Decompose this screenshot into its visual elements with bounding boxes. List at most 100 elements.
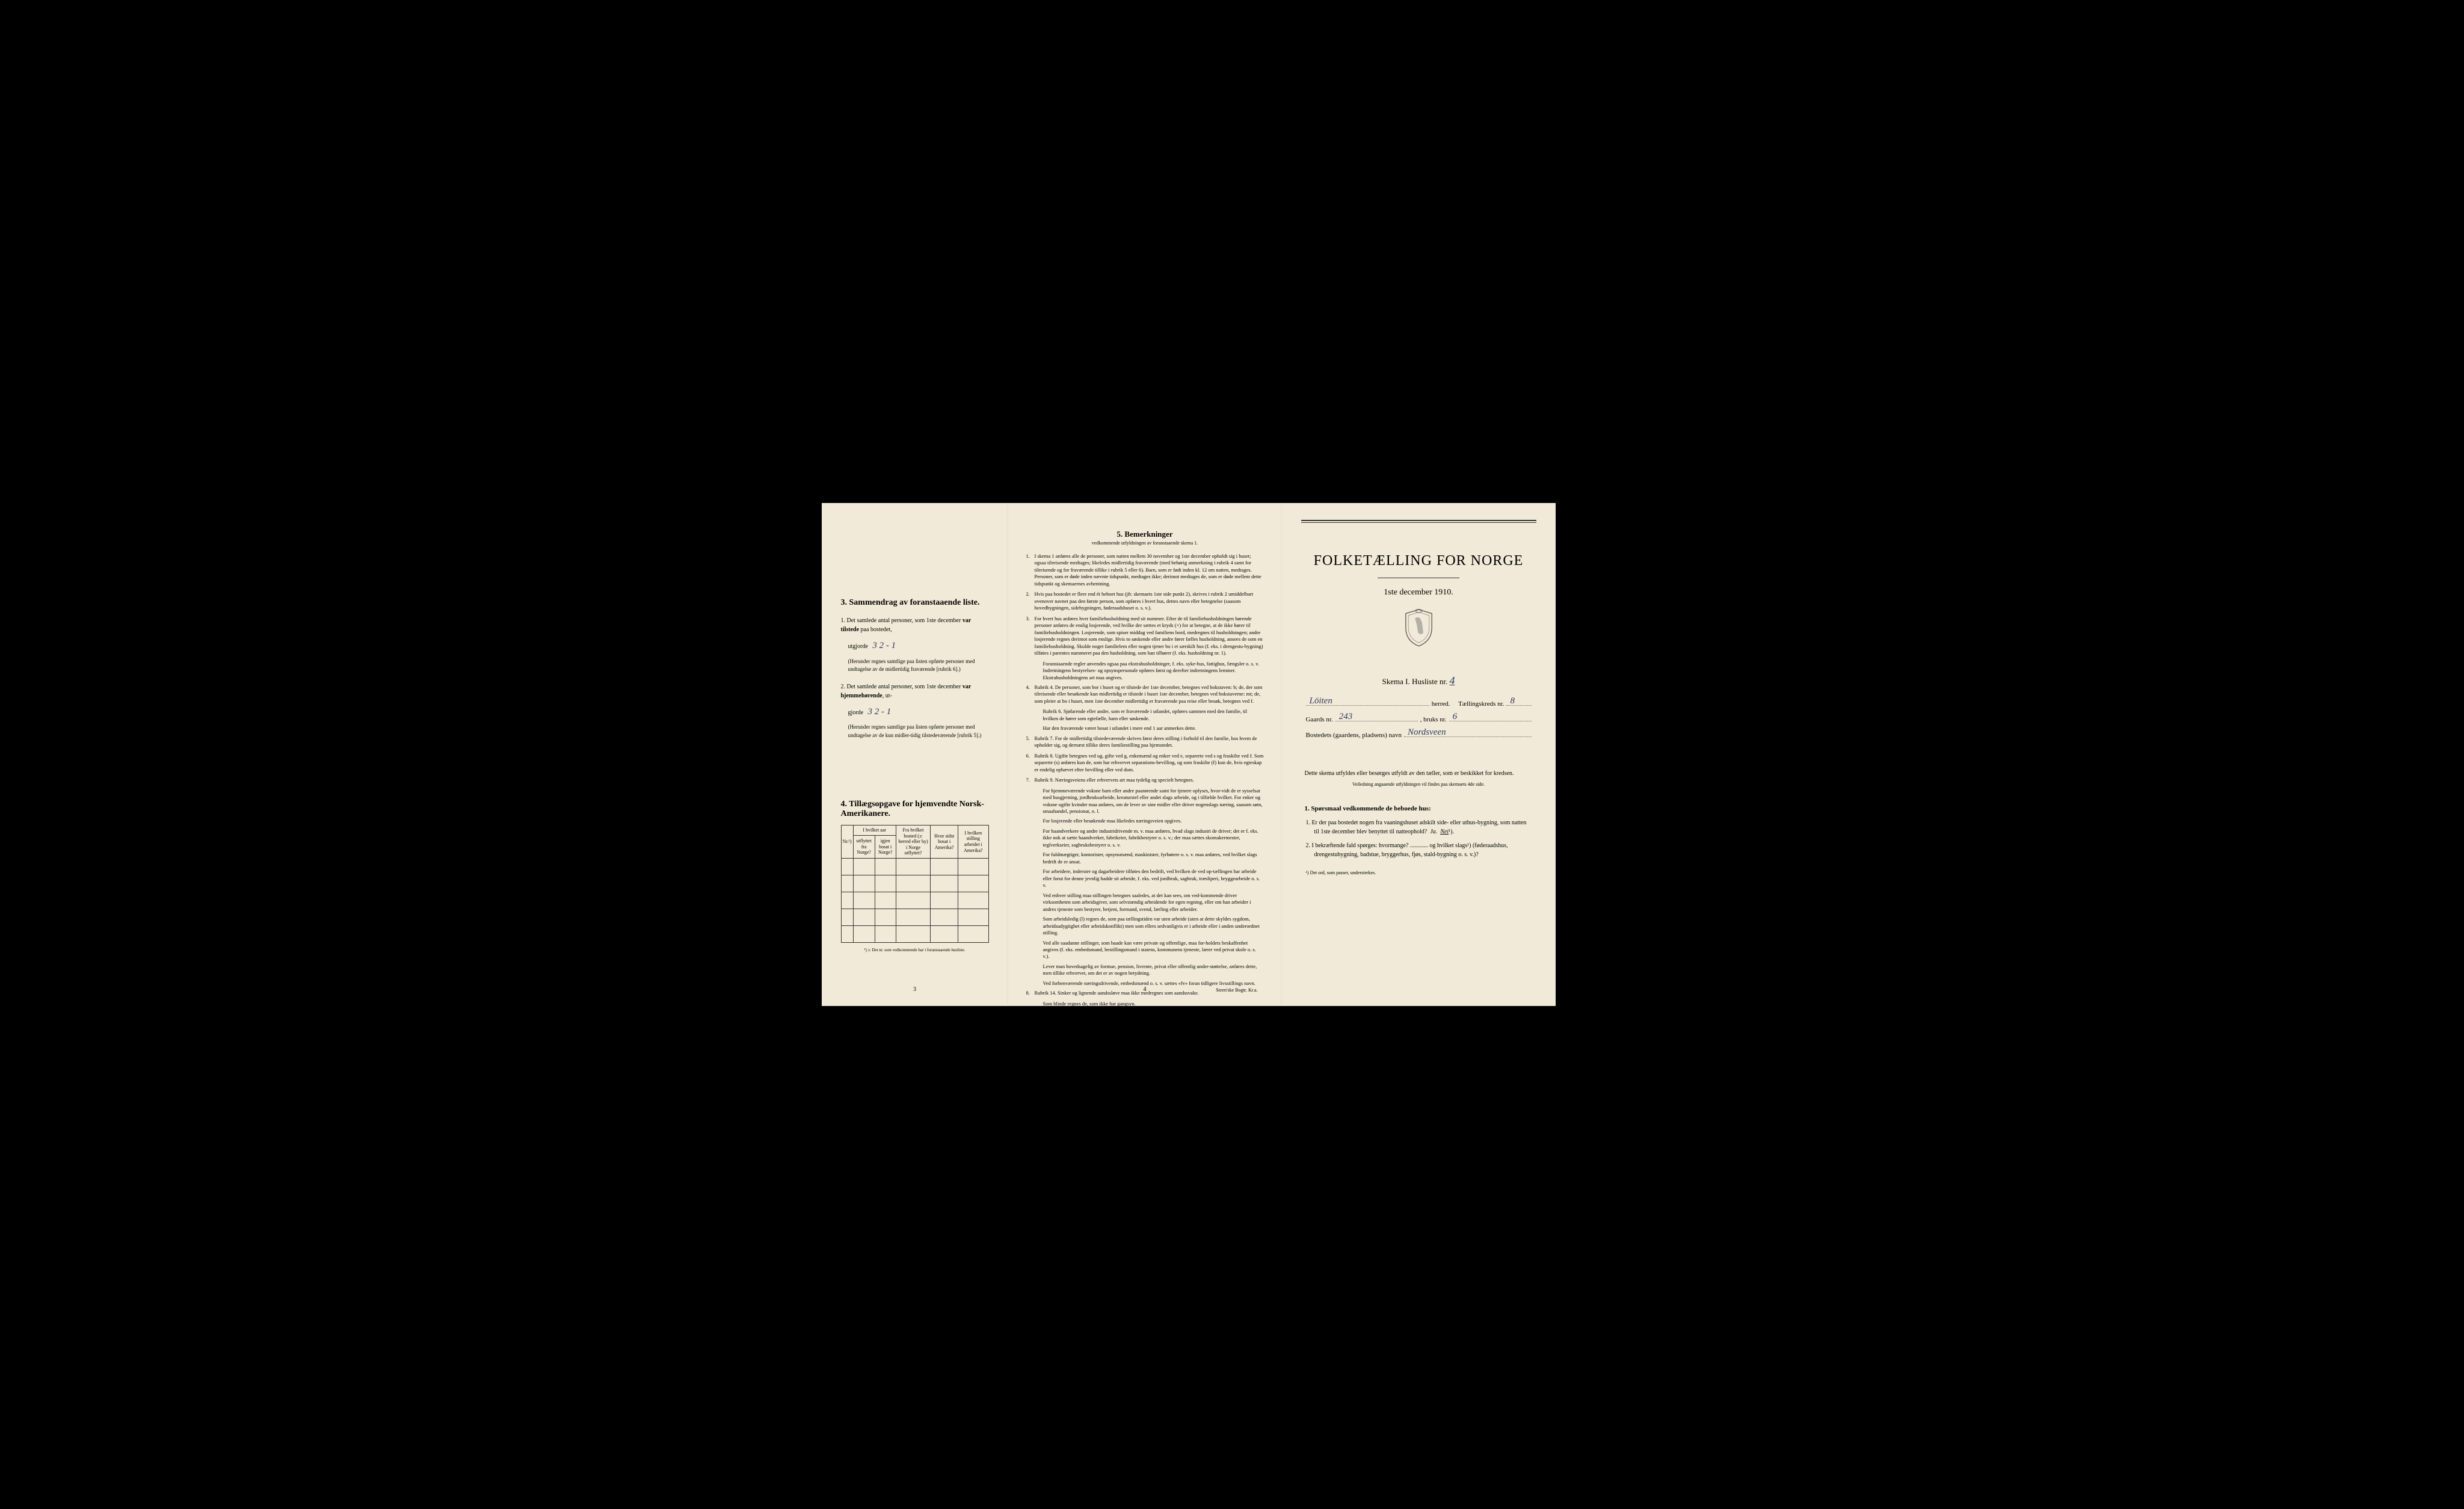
item1-line2: utgjorde 3 2 - 1 bbox=[848, 639, 989, 653]
remark-text: Rubrik 6. Sjøfarende eller andre, som er… bbox=[1043, 708, 1264, 722]
remark-num: 8. bbox=[1026, 990, 1035, 996]
item-1: 1. Det samlede antal personer, som 1ste … bbox=[841, 616, 989, 634]
remark-num: 7. bbox=[1026, 777, 1035, 783]
instruction-small: Veiledning angaaende utfyldningen vil fi… bbox=[1301, 782, 1536, 787]
remark-text: Ved forhenværende næringsdrivende, embed… bbox=[1043, 980, 1264, 987]
item2-pre: 2. Det samlede antal personer, som 1ste … bbox=[841, 684, 961, 690]
amerikanere-table: Nr.¹) I hvilket aar Fra hvilket bosted (… bbox=[841, 825, 989, 943]
q1-ja: Ja. bbox=[1430, 829, 1437, 835]
remark-item: 7.Rubrik 9. Næringsveiens eller erhverve… bbox=[1026, 777, 1264, 783]
fill-group: Löiten herred. Tællingskreds nr. 8 Gaard… bbox=[1301, 700, 1536, 739]
remark-item: For hjemmeværende voksne barn eller andr… bbox=[1035, 788, 1264, 815]
remark-text: Lever man hovedsagelig av formue, pensio… bbox=[1043, 963, 1264, 977]
document-spread: 3. Sammendrag av foranstaaende liste. 1.… bbox=[822, 503, 1643, 1006]
skema-line: Skema I. Husliste nr. 4 bbox=[1301, 674, 1536, 687]
section-4-heading: 4. Tillægsopgave for hjemvendte Norsk-Am… bbox=[841, 800, 989, 819]
item-2: 2. Det samlede antal personer, som 1ste … bbox=[841, 682, 989, 700]
bruks-label: , bruks nr. bbox=[1420, 716, 1447, 723]
remark-num bbox=[1035, 851, 1043, 865]
col-utflyttet: utflyttet fra Norge? bbox=[853, 836, 875, 859]
col-bosted: Fra hvilket bosted (ɔ: herred eller by) … bbox=[896, 825, 931, 859]
remark-item: Ved forhenværende næringsdrivende, embed… bbox=[1035, 980, 1264, 987]
remark-text: Rubrik 7. For de midlertidig tilstedevær… bbox=[1035, 735, 1264, 749]
top-rule bbox=[1301, 520, 1536, 521]
remark-num bbox=[1035, 725, 1043, 732]
bosted-line: Bostedets (gaardens, pladsens) navn Nord… bbox=[1306, 732, 1532, 739]
item2-post: , ut- bbox=[882, 693, 892, 699]
remark-item: Lever man hovedsagelig av formue, pensio… bbox=[1035, 963, 1264, 977]
remark-item: For arbeidere, inderster og dagarbeidere… bbox=[1035, 868, 1264, 889]
q1-sup: ¹). bbox=[1449, 829, 1454, 835]
remark-item: 2.Hvis paa bostedet er flere end ét bebo… bbox=[1026, 591, 1264, 611]
remark-text: For hjemmeværende voksne barn eller andr… bbox=[1043, 788, 1264, 815]
remark-item: Rubrik 6. Sjøfarende eller andre, som er… bbox=[1035, 708, 1264, 722]
remark-text: For haandverkere og andre industridriven… bbox=[1043, 828, 1264, 848]
col-stilling: I hvilken stilling arbeidet i Amerika? bbox=[958, 825, 988, 859]
remark-num bbox=[1035, 708, 1043, 722]
remark-item: For losjerende eller besøkende maa likel… bbox=[1035, 818, 1264, 824]
remark-num: 4. bbox=[1026, 684, 1035, 705]
remark-item: 3.For hvert hus anføres hver familiehush… bbox=[1026, 616, 1264, 657]
remark-num bbox=[1035, 868, 1043, 889]
remark-item: For haandverkere og andre industridriven… bbox=[1035, 828, 1264, 848]
skema-label: Skema I. Husliste nr. bbox=[1382, 677, 1448, 686]
gaards-line: Gaards nr. 243 , bruks nr. 6 bbox=[1306, 716, 1532, 723]
remark-item: Som arbeidsledig (l) regnes de, som paa … bbox=[1035, 916, 1264, 936]
kreds-label: Tællingskreds nr. bbox=[1458, 700, 1504, 708]
remark-num bbox=[1035, 980, 1043, 987]
section-3-heading: 3. Sammendrag av foranstaaende liste. bbox=[841, 598, 989, 608]
item1-note: (Herunder regnes samtlige paa listen opf… bbox=[848, 658, 989, 674]
table-row bbox=[841, 909, 988, 925]
kreds-value: 8 bbox=[1510, 696, 1515, 706]
item2-line2: gjorde 3 2 - 1 bbox=[848, 705, 989, 719]
page-left: 3. Sammendrag av foranstaaende liste. 1.… bbox=[822, 503, 1008, 1006]
item1-post: paa bostedet, bbox=[861, 626, 892, 633]
col-bosat: igjen bosat i Norge? bbox=[875, 836, 896, 859]
bosted-label: Bostedets (gaardens, pladsens) navn bbox=[1306, 732, 1402, 739]
remark-text: Ved enhver stilling maa stillingen beteg… bbox=[1043, 892, 1264, 913]
remark-num: 6. bbox=[1026, 753, 1035, 773]
remark-item: Som blinde regnes de, som ikke har gangs… bbox=[1035, 1001, 1264, 1007]
table-row bbox=[841, 892, 988, 909]
remark-item: 1.I skema 1 anføres alle de personer, so… bbox=[1026, 553, 1264, 587]
census-date: 1ste december 1910. bbox=[1301, 588, 1536, 597]
item2-note: (Herunder regnes samtlige paa listen opf… bbox=[848, 723, 989, 739]
remark-text: Som blinde regnes de, som ikke har gangs… bbox=[1043, 1001, 1264, 1007]
table-row bbox=[841, 925, 988, 942]
main-title: FOLKETÆLLING FOR NORGE bbox=[1301, 553, 1536, 569]
bosted-value: Nordsveen bbox=[1408, 727, 1446, 738]
col-aar-head: I hvilket aar bbox=[853, 825, 896, 836]
question-heading: 1. Spørsmaal vedkommende de beboede hus: bbox=[1301, 805, 1536, 812]
remark-num: 1. bbox=[1026, 553, 1035, 587]
remark-text: For arbeidere, inderster og dagarbeidere… bbox=[1043, 868, 1264, 889]
herred-line: Löiten herred. Tællingskreds nr. 8 bbox=[1306, 700, 1532, 708]
col-amerika: Hvor sidst bosat i Amerika? bbox=[931, 825, 958, 859]
remark-num: 2. bbox=[1026, 591, 1035, 611]
remark-num bbox=[1035, 940, 1043, 960]
remark-item: 6.Rubrik 8. Ugifte betegnes ved ug, gift… bbox=[1026, 753, 1264, 773]
remark-text: Hvis paa bostedet er flere end ét beboet… bbox=[1035, 591, 1264, 611]
remark-text: For losjerende eller besøkende maa likel… bbox=[1043, 818, 1264, 824]
remark-text: Som arbeidsledig (l) regnes de, som paa … bbox=[1043, 916, 1264, 936]
q1-text: 1. Er der paa bostedet nogen fra vaaning… bbox=[1306, 819, 1527, 835]
item1-value: 3 2 - 1 bbox=[872, 641, 896, 650]
remark-text: Foranstaaende regler anvendes ogsaa paa … bbox=[1043, 661, 1264, 681]
remark-item: Ved enhver stilling maa stillingen beteg… bbox=[1035, 892, 1264, 913]
remark-num bbox=[1035, 963, 1043, 977]
instruction-main: Dette skema utfyldes eller besørges utfy… bbox=[1301, 769, 1536, 778]
remark-item: For fuldmægtiger, kontorister, opsynsmæn… bbox=[1035, 851, 1264, 865]
remark-item: Har den fraværende været bosat i utlande… bbox=[1035, 725, 1264, 732]
gaards-label: Gaards nr. bbox=[1306, 716, 1333, 723]
remark-num bbox=[1035, 892, 1043, 913]
remark-item: 5.Rubrik 7. For de midlertidig tilstedev… bbox=[1026, 735, 1264, 749]
page-number-4: 4 bbox=[1144, 986, 1147, 993]
col-nr: Nr.¹) bbox=[841, 825, 853, 859]
remark-text: For fuldmægtiger, kontorister, opsynsmæn… bbox=[1043, 851, 1264, 865]
section-5-heading: 5. Bemerkninger bbox=[1026, 529, 1264, 539]
remark-item: Ved alle saadanne stillinger, som baade … bbox=[1035, 940, 1264, 960]
q1-nei: Nei bbox=[1440, 829, 1449, 835]
printer-credit: Steen'ske Bogtr. Kr.a. bbox=[1216, 987, 1257, 993]
table-footnote: ¹) ɔ: Det nr. som vedkommende har i fora… bbox=[841, 948, 989, 952]
remark-num: 5. bbox=[1026, 735, 1035, 749]
page-number-3: 3 bbox=[913, 986, 916, 993]
